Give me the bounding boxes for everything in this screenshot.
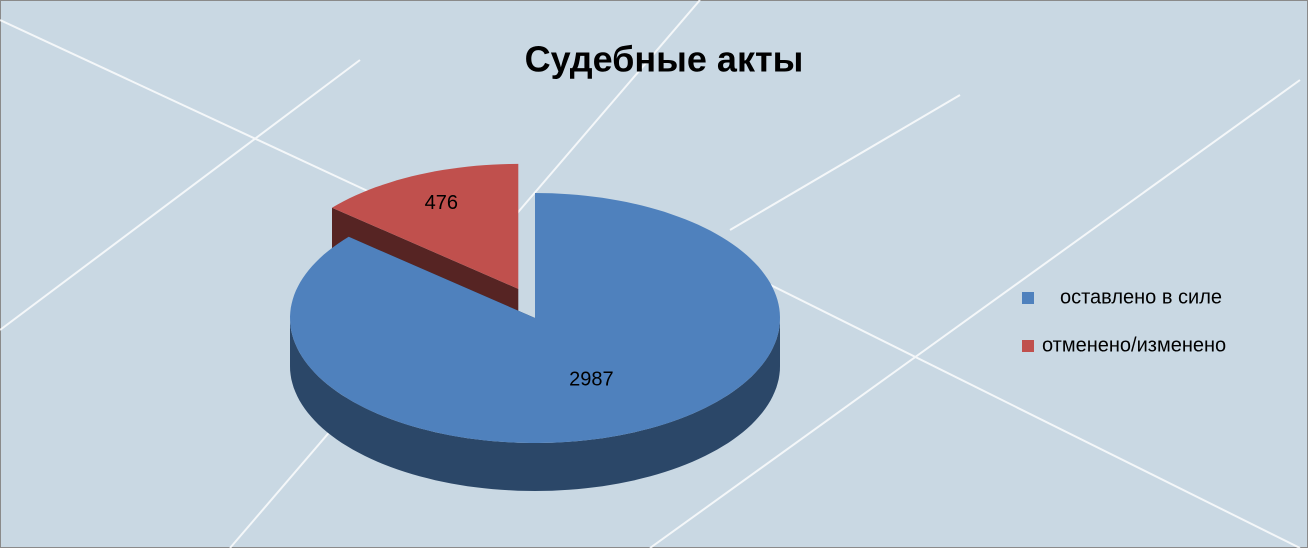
slice-top: [290, 193, 780, 443]
data-label: 476: [425, 192, 458, 214]
legend-swatch: [1022, 292, 1034, 304]
slice-side: [290, 318, 780, 491]
slice-top: [332, 163, 519, 289]
legend-label: отменено/изменено: [1042, 334, 1226, 356]
legend-label: оставлено в силе: [1060, 286, 1222, 308]
pie-slice: [290, 193, 780, 491]
legend-swatch: [1022, 340, 1034, 352]
data-label: 2987: [569, 369, 614, 391]
chart-title: Судебные акты: [525, 39, 804, 80]
